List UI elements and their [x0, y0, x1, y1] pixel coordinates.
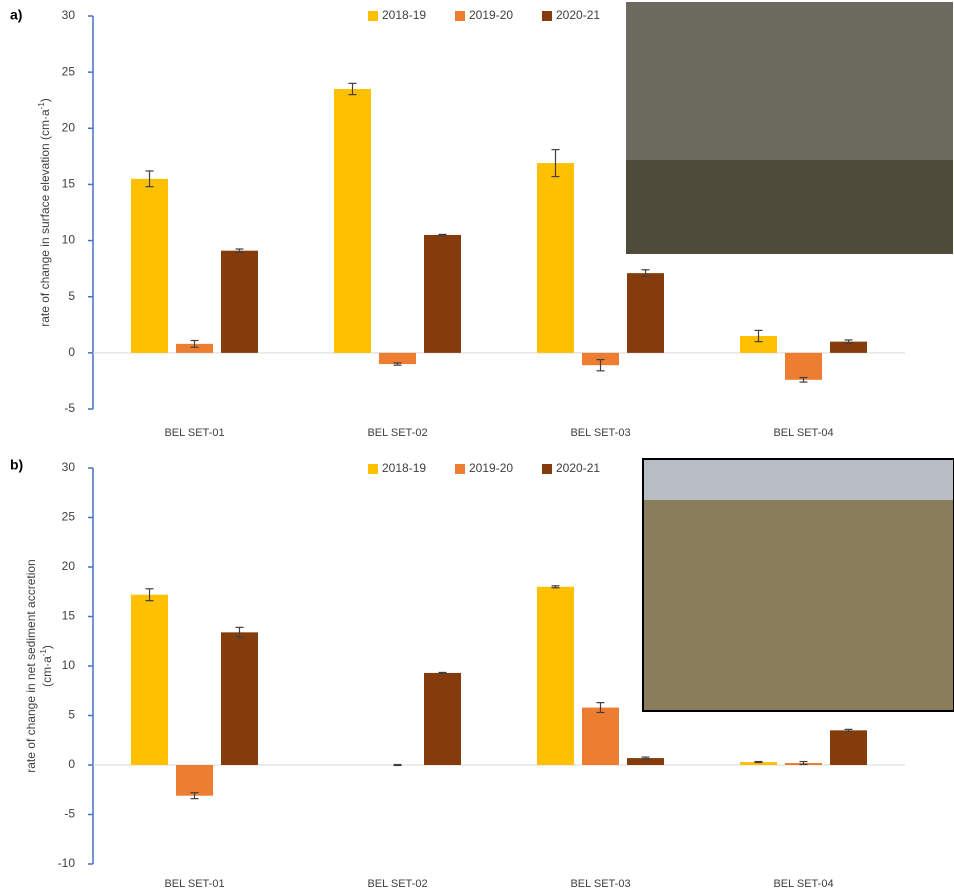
bar	[627, 273, 664, 353]
error-bar	[439, 234, 447, 235]
bar	[830, 730, 867, 765]
y-tick-label: 15	[62, 177, 76, 191]
x-tick-label: BEL SET-04	[773, 878, 833, 890]
y-tick-label: 30	[62, 8, 76, 22]
y-axis-label-part: rate of change in surface elevation (cm·…	[38, 109, 52, 327]
y-tick-label: 5	[68, 708, 75, 722]
bar	[221, 251, 258, 353]
legend-label: 2019-20	[469, 461, 513, 475]
bar	[537, 587, 574, 765]
y-tick-label: 25	[62, 64, 76, 78]
x-tick-label: BEL SET-01	[164, 878, 224, 890]
legend-label: 2019-20	[469, 8, 513, 22]
bar	[537, 163, 574, 353]
y-tick-label: -10	[58, 856, 76, 870]
y-tick-label: 0	[68, 345, 75, 359]
y-axis-label: rate of change in net sediment accretion	[24, 559, 38, 772]
bar	[424, 673, 461, 765]
y-tick-label: 30	[62, 460, 76, 474]
error-bar	[394, 765, 402, 766]
legend-label: 2018-19	[382, 461, 426, 475]
bar	[785, 353, 822, 380]
bar	[131, 595, 168, 765]
legend-label: 2018-19	[382, 8, 426, 22]
legend-swatch	[455, 11, 465, 21]
figure: a) rate of change in surface elevation (c…	[0, 0, 954, 893]
legend-label: 2020-21	[556, 461, 600, 475]
bar	[582, 708, 619, 765]
error-bar	[439, 672, 447, 673]
y-tick-label: -5	[64, 807, 75, 821]
legend-label: 2020-21	[556, 8, 600, 22]
legend-swatch	[542, 464, 552, 474]
y-tick-label: 20	[62, 120, 76, 134]
photo-ground	[626, 160, 953, 254]
y-axis-label-part: rate of change in net sediment accretion	[24, 559, 38, 772]
y-tick-label: 10	[62, 658, 76, 672]
y-axis-label-part: )	[40, 645, 54, 649]
y-tick-label: -5	[64, 401, 75, 415]
y-tick-label: 15	[62, 609, 76, 623]
bar	[176, 765, 213, 796]
y-axis-label: rate of change in surface elevation (cm·…	[37, 98, 53, 327]
y-tick-label: 20	[62, 559, 76, 573]
y-axis-label-part: (cm·a	[40, 656, 54, 687]
panel-label: b)	[10, 457, 23, 473]
y-tick-label: 0	[68, 757, 75, 771]
y-tick-label: 25	[62, 510, 76, 524]
error-bar	[755, 762, 763, 763]
panel-label: a)	[10, 7, 22, 23]
x-tick-label: BEL SET-02	[367, 878, 427, 890]
x-tick-label: BEL SET-03	[570, 878, 630, 890]
legend-swatch	[542, 11, 552, 21]
bar	[334, 89, 371, 353]
y-tick-label: 10	[62, 233, 76, 247]
x-tick-label: BEL SET-03	[570, 427, 630, 439]
y-tick-label: 5	[68, 289, 75, 303]
bar	[131, 179, 168, 353]
y-axis-label: (cm·a-1)	[39, 645, 55, 687]
x-tick-label: BEL SET-04	[773, 427, 833, 439]
photo-sky	[644, 460, 953, 500]
y-axis-label-part: )	[38, 98, 52, 102]
legend-swatch	[368, 11, 378, 21]
x-tick-label: BEL SET-01	[164, 427, 224, 439]
bar	[424, 235, 461, 353]
legend-swatch	[368, 464, 378, 474]
x-tick-label: BEL SET-02	[367, 427, 427, 439]
bar	[221, 632, 258, 765]
legend-swatch	[455, 464, 465, 474]
